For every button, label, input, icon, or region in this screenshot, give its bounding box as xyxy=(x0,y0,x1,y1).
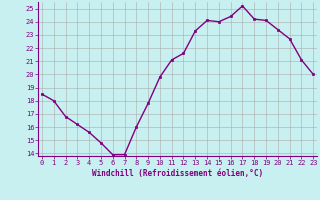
X-axis label: Windchill (Refroidissement éolien,°C): Windchill (Refroidissement éolien,°C) xyxy=(92,169,263,178)
